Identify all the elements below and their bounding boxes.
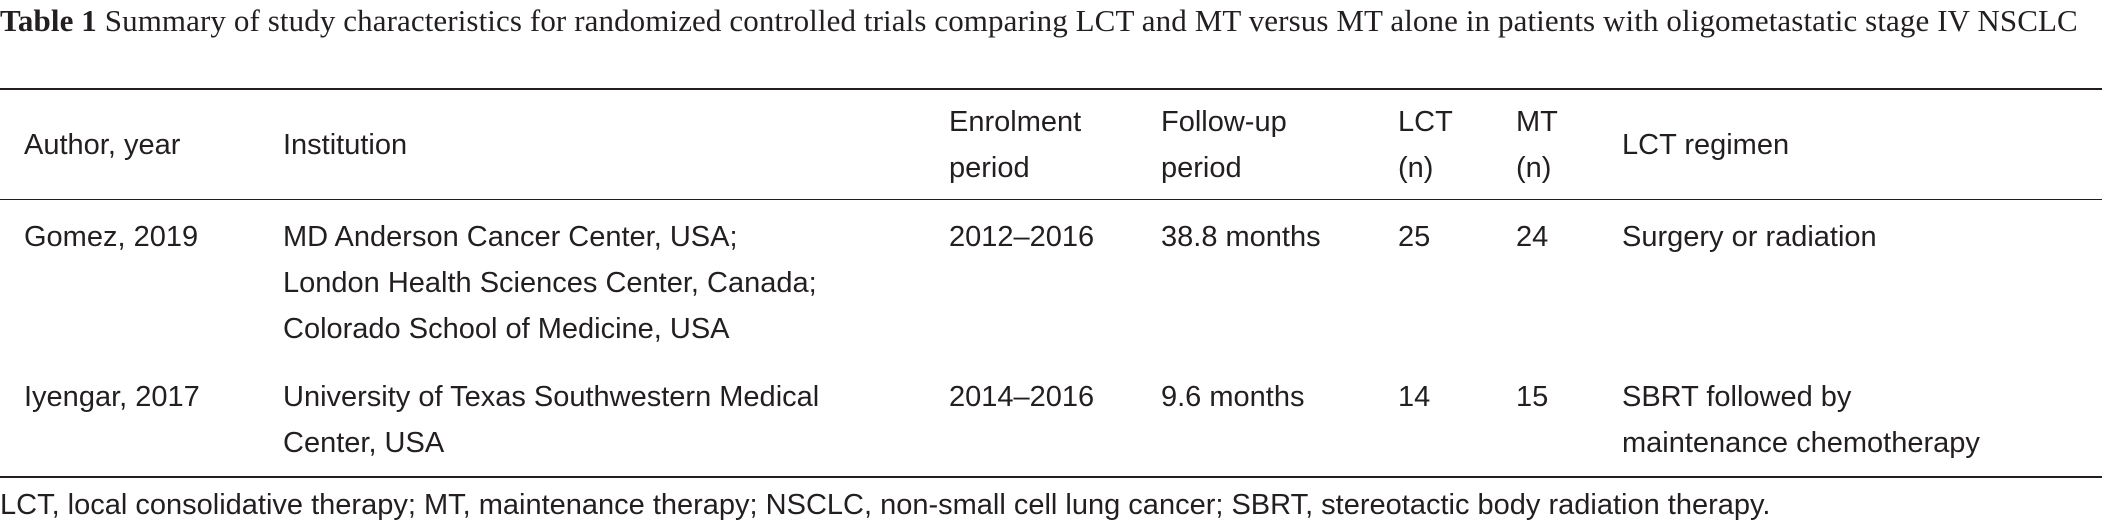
table-row-1-lct-n: 25 xyxy=(1398,221,1431,253)
table-bottom-rule xyxy=(0,476,2102,478)
table-top-rule xyxy=(0,88,2102,90)
table-row-2-institution: University of Texas Southwestern Medical… xyxy=(283,381,820,459)
table-row-2-regimen: SBRT followed by maintenance chemotherap… xyxy=(1622,381,1980,459)
table-header-rule xyxy=(0,199,2102,200)
header-lct-regimen: LCT regimen xyxy=(1622,129,1790,161)
table-row-2-author: Iyengar, 2017 xyxy=(24,381,200,413)
table-row-2-mt-n: 15 xyxy=(1516,381,1549,413)
header-lct-n: LCT (n) xyxy=(1398,106,1453,184)
table-row-2-followup: 9.6 months xyxy=(1161,381,1305,413)
header-institution: Institution xyxy=(283,129,408,161)
table-row-2-lct-n: 14 xyxy=(1398,381,1431,413)
header-enrolment-period: Enrolment period xyxy=(949,106,1082,184)
table-row-1-author: Gomez, 2019 xyxy=(24,221,199,253)
table-row-1-followup: 38.8 months xyxy=(1161,221,1321,253)
table-row-1-mt-n: 24 xyxy=(1516,221,1549,253)
table-label: Table 1 xyxy=(0,3,97,38)
header-follow-up-period: Follow-up period xyxy=(1161,106,1287,184)
table-caption: Table 1 Summary of study characteristics… xyxy=(0,0,2102,42)
table-row-2-enrolment: 2014–2016 xyxy=(949,381,1095,413)
header-author-year: Author, year xyxy=(24,129,181,161)
table-row-1-regimen: Surgery or radiation xyxy=(1622,221,1877,253)
table-caption-text: Summary of study characteristics for ran… xyxy=(104,3,2078,38)
table-footnote: LCT, local consolidative therapy; MT, ma… xyxy=(0,489,1771,521)
table-row-1-enrolment: 2012–2016 xyxy=(949,221,1095,253)
header-mt-n: MT (n) xyxy=(1516,106,1558,184)
table-row-1-institution: MD Anderson Cancer Center, USA; London H… xyxy=(283,221,817,345)
